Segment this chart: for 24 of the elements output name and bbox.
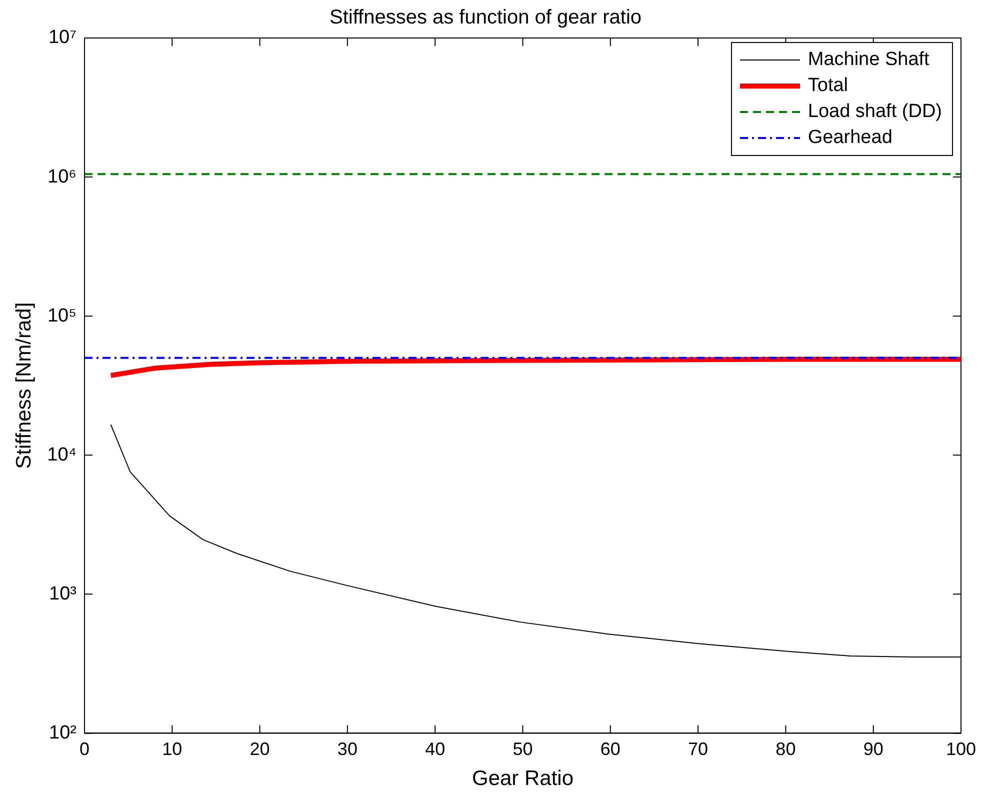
legend-label: Gearhead (808, 126, 892, 150)
x-tick-label: 80 (776, 738, 796, 759)
y-tick-label: 10⁷ (48, 27, 77, 48)
x-axis-title: Gear Ratio (472, 767, 574, 790)
legend-label: Load shaft (DD) (808, 100, 942, 124)
x-tick-label: 50 (512, 738, 533, 759)
x-tick-label: 60 (600, 738, 620, 759)
x-tick-label: 10 (162, 738, 182, 759)
x-tick-label: 90 (863, 738, 884, 759)
legend-label: Total (808, 74, 848, 98)
y-axis-title: Stiffness [Nm/rad] (12, 302, 36, 469)
y-tick-label: 10⁵ (47, 305, 76, 326)
y-tick-label: 10⁴ (47, 444, 76, 466)
legend-label: Machine Shaft (808, 48, 930, 72)
y-tick-label: 10² (49, 722, 76, 744)
x-tick-label: 30 (337, 738, 358, 759)
x-tick-label: 0 (79, 738, 90, 759)
x-tick-label: 70 (688, 738, 708, 759)
x-tick-label: 100 (946, 738, 976, 759)
x-tick-label: 20 (250, 738, 270, 759)
y-tick-label: 10³ (49, 583, 76, 604)
chart-title: Stiffnesses as function of gear ratio (329, 6, 642, 29)
x-tick-label: 40 (425, 738, 446, 759)
y-tick-label: 10⁶ (48, 166, 76, 188)
